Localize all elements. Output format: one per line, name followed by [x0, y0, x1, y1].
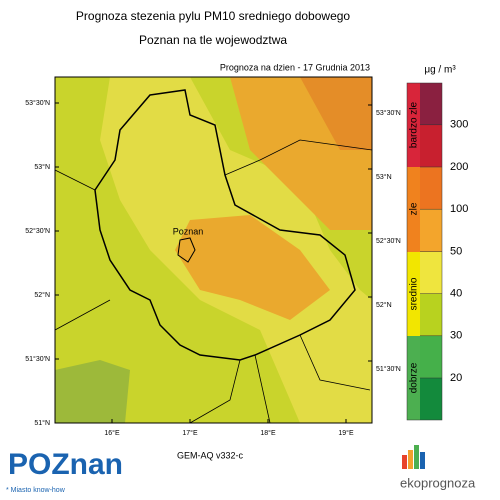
lat-label: 52°N — [376, 301, 392, 309]
forecast-date: Prognoza na dzien - 17 Grudnia 2013 — [220, 62, 370, 72]
legend-tick-label: 40 — [450, 288, 462, 300]
lon-labels: 16°E 17°E 18°E 19°E — [104, 419, 354, 437]
lat-label: 53°N — [34, 163, 50, 171]
logo-left: POZnan — [8, 448, 123, 481]
legend-tick-label: 20 — [450, 372, 462, 384]
map: Poznan — [54, 76, 373, 424]
lat-labels-right: 53°30'N 53°N 52°30'N 52°N 51°30'N — [368, 104, 401, 373]
lon-label: 17°E — [182, 429, 198, 437]
lat-label: 53°30'N — [376, 109, 401, 117]
category-band — [407, 167, 420, 252]
legend-tick-label: 50 — [450, 245, 462, 257]
category-label: srednio — [409, 277, 420, 310]
lat-label: 51°N — [34, 419, 50, 427]
lat-label: 52°30'N — [376, 237, 401, 245]
lat-label: 52°N — [34, 291, 50, 299]
lat-label: 51°30'N — [376, 365, 401, 373]
color-band — [420, 209, 442, 252]
lon-label: 18°E — [260, 429, 276, 437]
lat-label: 53°30'N — [25, 99, 50, 107]
category-label: dobrze — [409, 362, 420, 393]
lat-label: 53°N — [376, 173, 392, 181]
category-label: bardzo zle — [409, 101, 420, 148]
legend-tick-label: 100 — [450, 203, 468, 215]
lat-labels-left: 53°30'N 53°N 52°30'N 52°N 51°30'N 51°N — [25, 99, 59, 427]
subtitle: Poznan na tle wojewodztwa — [139, 33, 287, 47]
city-border — [177, 237, 196, 263]
legend: dobrze srednio zle bardzo zle 20 30 40 50 100 200… — [406, 82, 468, 421]
category-band — [407, 83, 420, 167]
legend-tick-label: 300 — [450, 119, 468, 131]
color-band — [420, 294, 442, 336]
title: Prognoza stezenia pylu PM10 sredniego do… — [76, 9, 351, 23]
logo-icon — [402, 445, 425, 469]
color-band — [420, 336, 442, 378]
color-band — [420, 378, 442, 420]
category-band — [407, 252, 420, 336]
city-label: Poznan — [173, 226, 204, 236]
map-frame — [54, 76, 373, 424]
color-band — [420, 83, 442, 125]
lat-label: 52°30'N — [25, 227, 50, 235]
legend-tick-label: 30 — [450, 330, 462, 342]
unit: μg / m³ — [424, 65, 456, 76]
category-band — [407, 336, 420, 420]
map-region — [55, 360, 130, 423]
logo-right: ekoprognoza — [400, 475, 476, 490]
lat-label: 51°30'N — [25, 355, 50, 363]
map-region — [300, 77, 372, 150]
lon-label: 16°E — [104, 429, 120, 437]
color-band — [420, 125, 442, 167]
color-band — [420, 167, 442, 209]
map-region — [175, 215, 330, 320]
lon-label: 19°E — [338, 429, 354, 437]
category-label: zle — [409, 202, 420, 215]
border — [54, 139, 373, 424]
model-label: GEM-AQ v332-c — [177, 450, 244, 460]
legend-tick-label: 200 — [450, 161, 468, 173]
color-band — [420, 252, 442, 294]
slogan: * Miasto know-how — [6, 487, 66, 494]
